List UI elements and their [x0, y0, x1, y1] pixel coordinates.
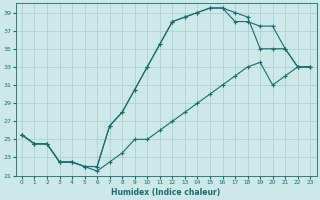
- X-axis label: Humidex (Indice chaleur): Humidex (Indice chaleur): [111, 188, 221, 197]
